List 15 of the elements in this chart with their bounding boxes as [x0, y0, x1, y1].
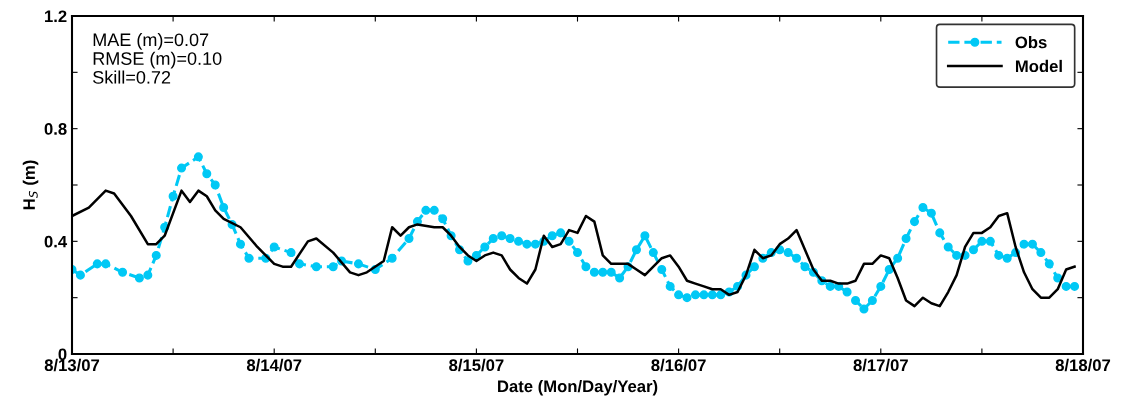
y-tick-label: 0.4	[44, 235, 68, 248]
legend-label: Model	[1015, 59, 1062, 73]
x-tick-label: 8/13/07	[44, 358, 100, 372]
x-tick-label: 8/18/07	[1055, 358, 1111, 372]
x-tick-label: 8/17/07	[853, 358, 908, 372]
legend-label: Obs	[1015, 36, 1047, 49]
y-tick-label: 1.2	[45, 10, 67, 23]
y-tick-label: 0	[58, 348, 67, 361]
y-tick-label: 0.8	[44, 123, 67, 135]
x-tick-label: 8/15/07	[449, 358, 504, 372]
y-axis-title: H$_{S}$ (m)	[22, 160, 39, 210]
x-axis-title: Date (Mon/Day/Year)	[498, 379, 658, 396]
annotation: MAE (m)=0.07 RMSE (m)=0.10 Skill=0.72	[93, 32, 222, 84]
x-tick-label: 8/16/07	[651, 358, 706, 372]
x-tick-label: 8/14/07	[246, 358, 302, 372]
